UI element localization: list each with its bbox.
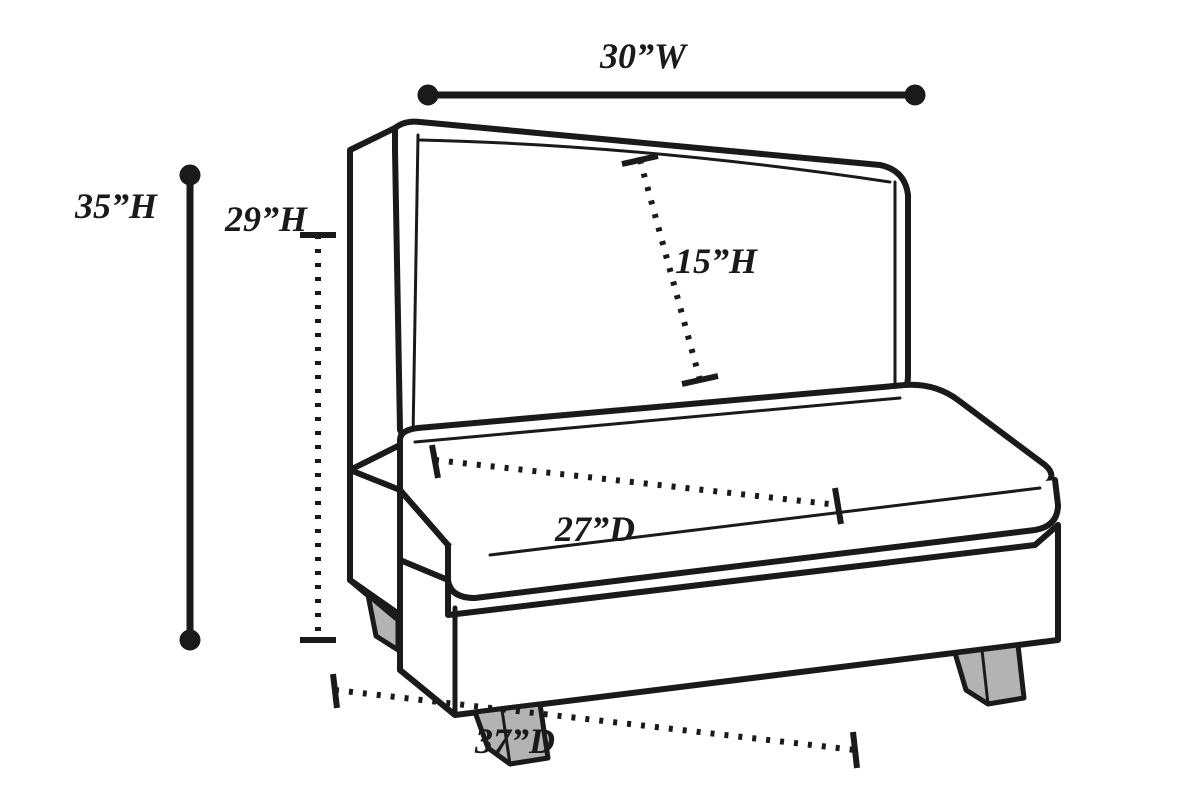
dim-width-label: 30”W (600, 35, 686, 77)
dimension-diagram: 30”W 35”H 29”H 15”H 27”D 37”D (0, 0, 1200, 800)
dim-height-total-label: 35”H (75, 185, 157, 227)
chair-drawing (0, 0, 1200, 800)
dim-height-cushion-label: 15”H (675, 240, 757, 282)
dim-height-back-label: 29”H (225, 198, 307, 240)
dim-depth-total-label: 37”D (475, 720, 555, 762)
dim-depth-seat-label: 27”D (555, 508, 635, 550)
